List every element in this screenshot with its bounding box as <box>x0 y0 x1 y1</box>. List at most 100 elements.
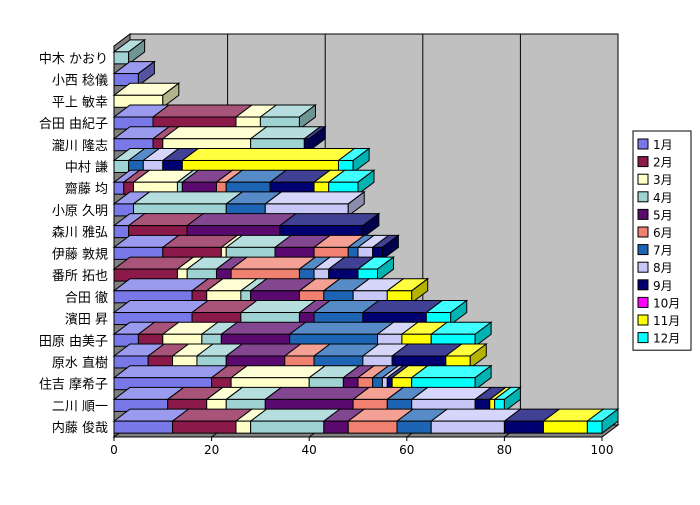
bar-segment <box>224 169 288 195</box>
legend-label: 7月 <box>653 244 673 258</box>
bar-segment <box>229 256 317 282</box>
bar-row <box>112 256 396 283</box>
x-tick-label: 20 <box>204 443 219 457</box>
bar-top-face <box>112 365 230 379</box>
category-label: 内藤 俊哉 <box>52 420 108 436</box>
bar-segment <box>224 234 293 260</box>
bar-end-cap <box>362 212 380 239</box>
bar-front-face <box>542 420 588 434</box>
bar-segment <box>390 365 430 391</box>
bar-end-cap <box>474 321 492 348</box>
legend-label: 3月 <box>653 173 673 187</box>
bar-row <box>112 342 488 369</box>
legend-box <box>632 130 692 351</box>
legend-swatch <box>637 156 649 168</box>
bar-end-cap <box>469 342 487 369</box>
bar-segment <box>166 386 225 412</box>
legend-item: 6月 <box>637 226 673 240</box>
bar-top-face <box>132 191 244 205</box>
bar-row <box>112 212 381 239</box>
bar-segment <box>210 365 249 391</box>
bar-segment <box>356 234 391 260</box>
legend-label: 5月 <box>653 208 673 222</box>
bar-top-face <box>180 147 356 161</box>
bar-segment <box>473 386 508 412</box>
bar-end-cap <box>298 104 316 131</box>
bar-front-face <box>113 51 130 65</box>
bar-top-face <box>161 126 269 140</box>
x-tick-labels: 0 20 40 60 80 100 <box>110 436 613 457</box>
legend-item: 12月 <box>637 332 680 346</box>
bar-end-cap <box>381 234 399 261</box>
bar-end-cap <box>162 82 180 109</box>
legend-item: 2月 <box>637 156 673 170</box>
category-label: 原水 直樹 <box>52 356 108 371</box>
legend-label: 1月 <box>653 138 673 152</box>
legend-swatch <box>637 314 649 326</box>
bar-segment <box>185 256 234 282</box>
bar-front-face <box>396 420 432 434</box>
legend-label: 2月 <box>653 156 673 170</box>
bar-segment <box>429 408 522 434</box>
bar-front-face <box>113 159 130 173</box>
x-tick-label: 80 <box>497 443 512 457</box>
legend-item: 11月 <box>637 314 680 328</box>
bar-segment <box>249 278 317 304</box>
bar-end-cap <box>137 60 155 87</box>
bar-top-face <box>288 321 396 335</box>
bar-segment <box>112 234 181 260</box>
bar-segment <box>356 256 396 282</box>
legend-swatch <box>637 208 649 220</box>
bar-segment <box>356 365 391 391</box>
category-label: 二川 順一 <box>52 399 108 414</box>
bar-row <box>112 386 522 413</box>
category-label: 小原 久明 <box>52 204 108 219</box>
bar-segment <box>278 213 381 239</box>
legend-swatch <box>637 191 649 203</box>
bar-top-face <box>278 213 381 227</box>
bar-row <box>112 234 400 261</box>
bar-segment <box>112 104 171 130</box>
legend-swatch <box>637 296 649 308</box>
bar-segment <box>361 300 444 326</box>
bar-segment <box>288 321 396 347</box>
bar-segment <box>195 343 244 369</box>
category-label: 瀧川 隆志 <box>52 139 108 154</box>
bar-segment <box>151 104 254 130</box>
legend: 1月 2月 3月 4月 5月 6月 7月 8月 9月 10月 11月 12月 <box>632 130 692 351</box>
legend-item: 9月 <box>637 279 673 293</box>
bar-row <box>112 147 371 174</box>
x-tick-label: 60 <box>399 443 414 457</box>
bar-row <box>112 277 430 304</box>
category-label: 合田 由紀子 <box>39 117 108 132</box>
bar-segment <box>185 213 298 239</box>
bar-row <box>112 82 181 109</box>
legend-swatch <box>637 138 649 150</box>
bar-row <box>112 190 366 217</box>
bar-front-face <box>323 420 349 434</box>
bar-segment <box>214 256 249 282</box>
bar-front-face <box>113 420 174 434</box>
bar-front-face <box>347 420 398 434</box>
bar-row <box>112 408 620 435</box>
legend-label: 9月 <box>653 279 673 293</box>
bar-end-cap <box>377 256 395 283</box>
legend-swatch <box>637 226 649 238</box>
bar-row <box>112 364 493 391</box>
bar-segment <box>132 191 244 217</box>
bar-front-face <box>235 420 252 434</box>
bar-segment <box>297 256 332 282</box>
legend-swatch <box>637 332 649 344</box>
bar-segment <box>132 169 195 195</box>
bar-end-cap <box>411 277 429 304</box>
bar-segment <box>410 386 493 412</box>
category-label: 田原 由美子 <box>39 334 108 349</box>
legend-swatch <box>637 173 649 185</box>
bar-end-cap <box>128 38 146 65</box>
category-label: 小西 稔儀 <box>52 74 108 89</box>
category-label: 伊藤 敦規 <box>52 246 108 262</box>
bar-segment <box>146 343 191 369</box>
legend-swatch <box>637 244 649 256</box>
bar-row <box>112 321 493 348</box>
